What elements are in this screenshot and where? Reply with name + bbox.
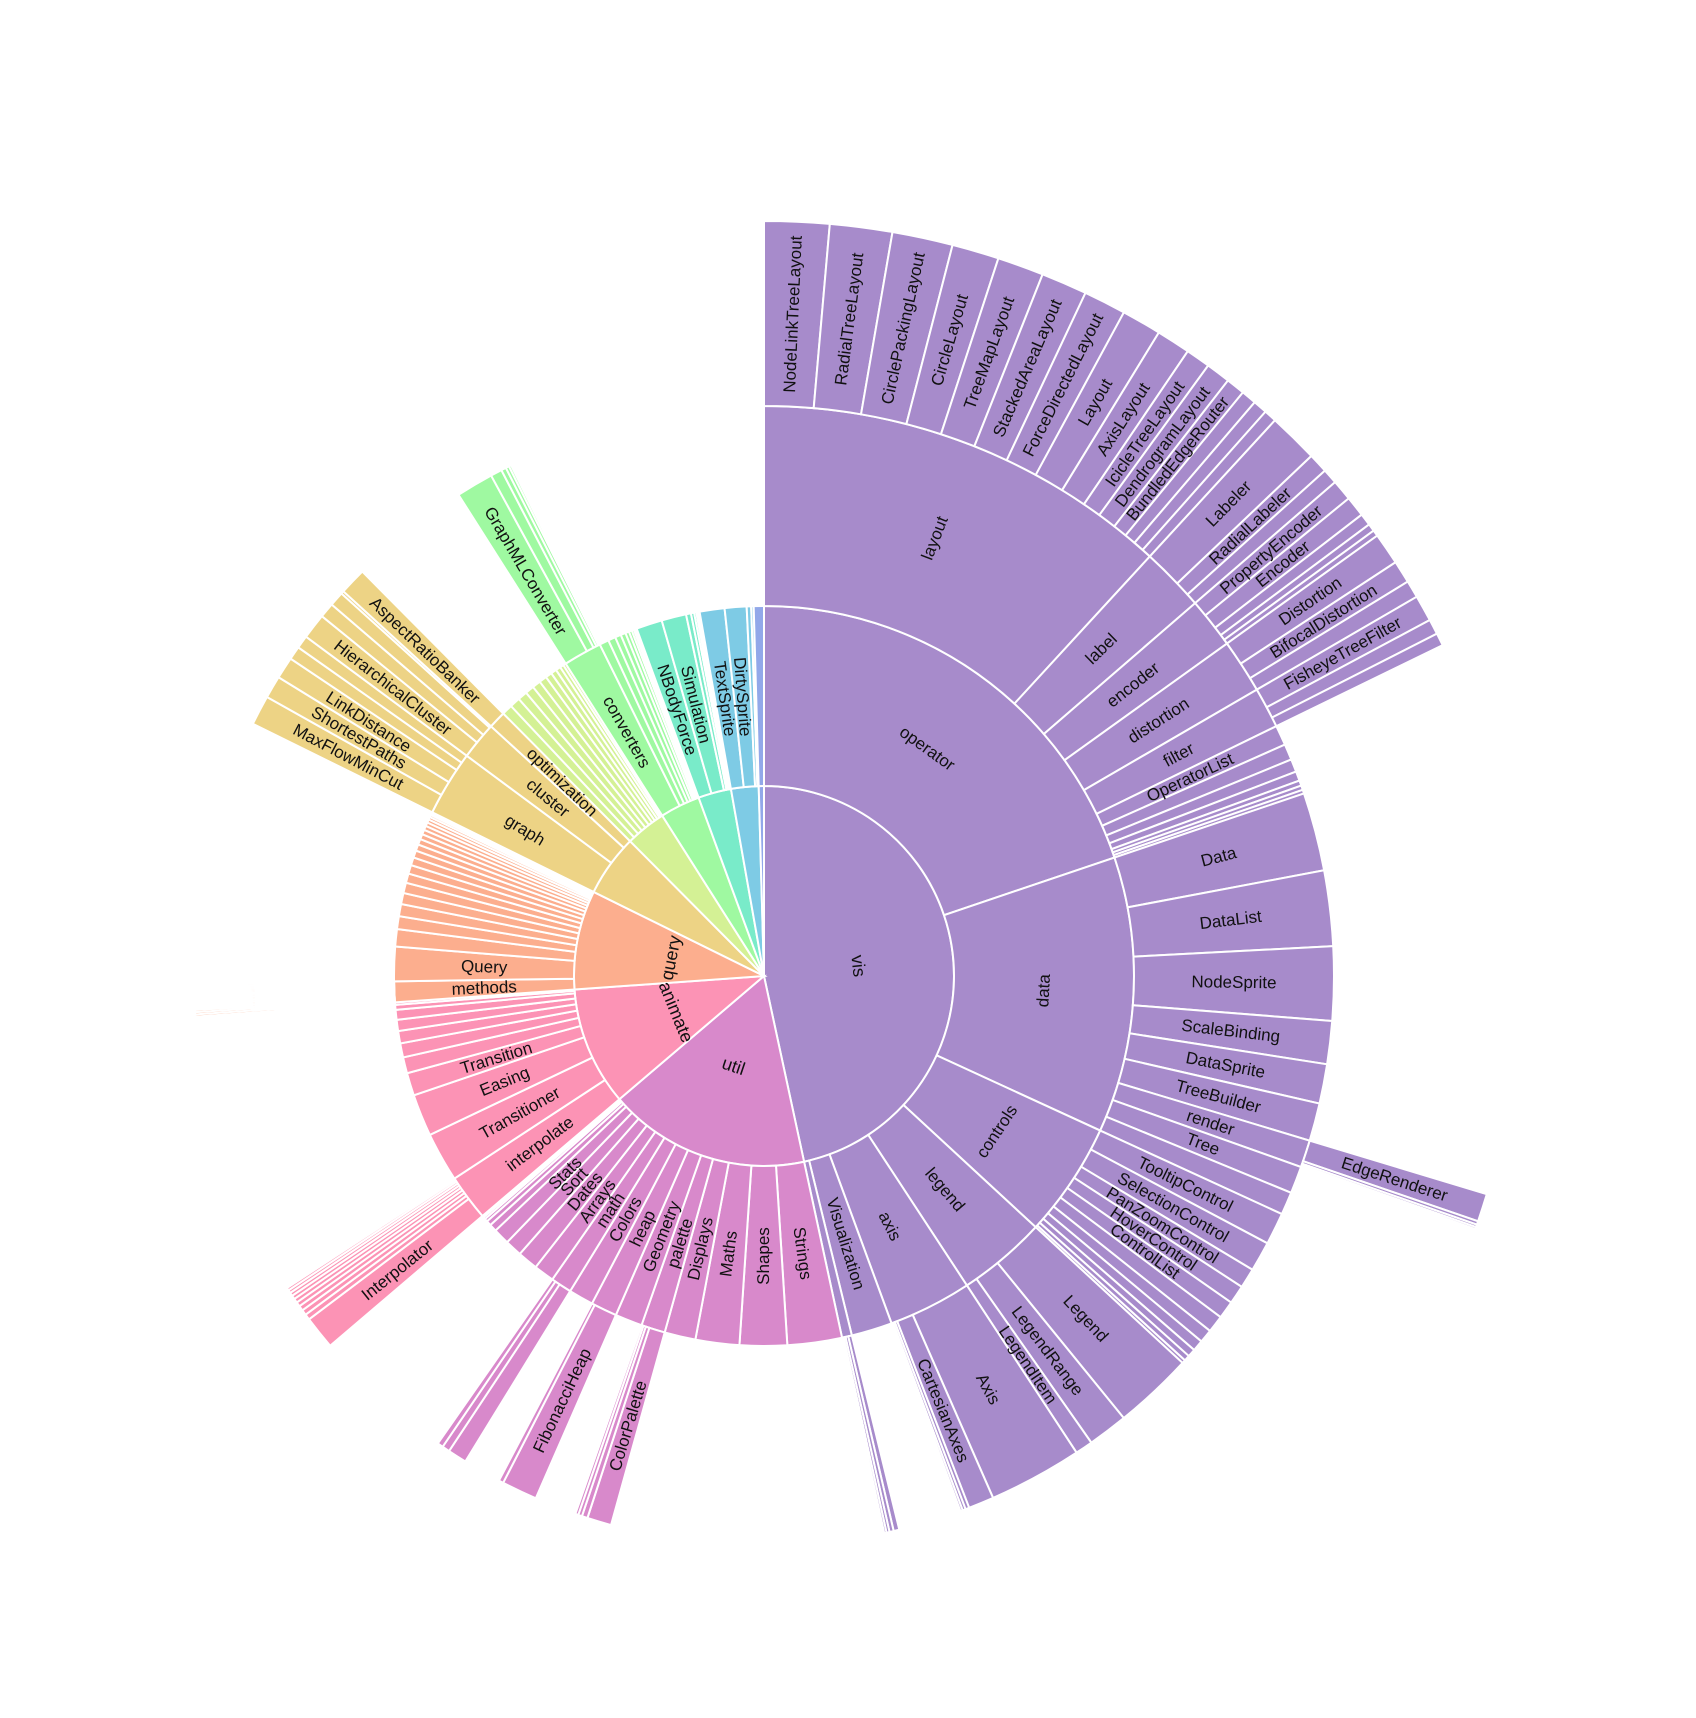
- arc-unnamed: [752, 604, 765, 788]
- label-data: data: [1033, 973, 1054, 1008]
- arc-unnamed: [840, 1336, 888, 1535]
- label-vis: vis: [847, 954, 869, 978]
- label-query: Query: [461, 957, 508, 978]
- label-methods: methods: [451, 977, 517, 999]
- label-node-sprite: NodeSprite: [1191, 972, 1276, 992]
- label-shapes: Shapes: [754, 1227, 773, 1285]
- arc-unnamed: [304, 1194, 471, 1321]
- sunburst-arcs: [193, 219, 1489, 1535]
